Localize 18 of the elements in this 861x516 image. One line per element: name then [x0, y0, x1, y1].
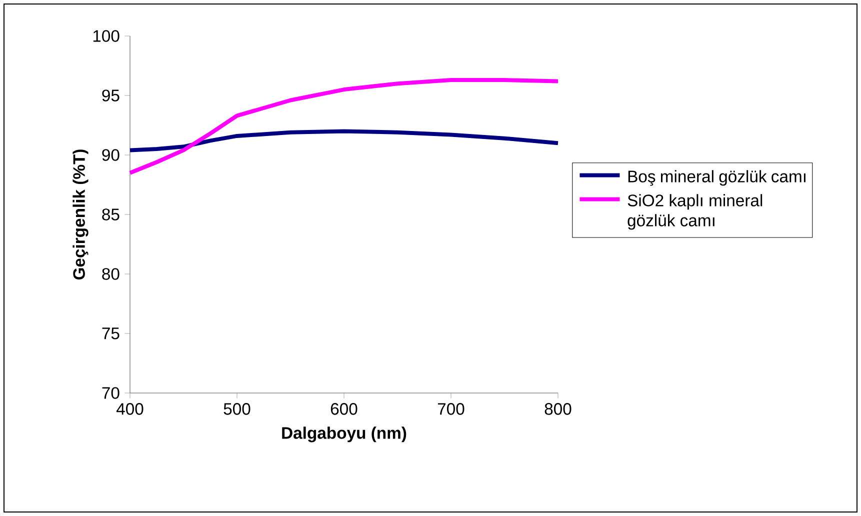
legend-label: Boş mineral gözlük camı	[628, 170, 806, 186]
y-tick-label: 100	[93, 30, 120, 42]
y-tick-label: 80	[102, 268, 120, 280]
line-series	[128, 78, 560, 175]
y-tick-label: 85	[102, 208, 120, 220]
x-tick-label: 400	[116, 403, 144, 415]
x-tick-label: 500	[224, 403, 250, 415]
line-series	[128, 129, 560, 152]
legend-label: SiO2 kaplı mineral gözlük camı	[628, 194, 762, 230]
x-axis-title: Dalgaboyu (nm)	[282, 426, 406, 442]
y-tick-label: 75	[102, 328, 120, 340]
x-tick-label: 800	[544, 403, 572, 415]
y-tick-label: 95	[102, 90, 120, 102]
y-axis-title: Geçirgenlik (%T)	[72, 150, 88, 280]
x-tick-label: 600	[330, 403, 358, 415]
x-tick-label: 700	[438, 403, 464, 415]
y-tick-label: 70	[102, 387, 120, 399]
y-tick-label: 90	[102, 149, 120, 161]
